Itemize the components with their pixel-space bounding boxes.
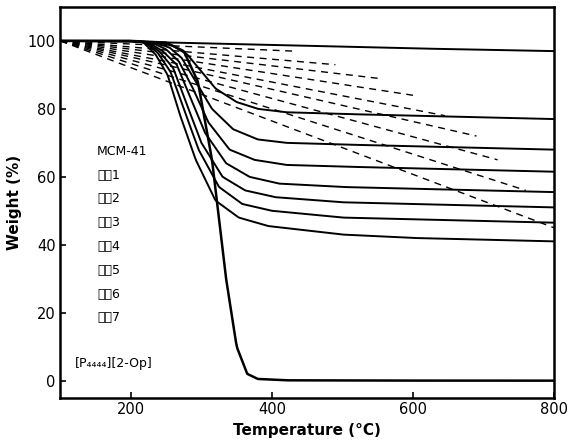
- Text: 样哈1: 样哈1: [97, 169, 120, 182]
- Text: 样哈3: 样哈3: [97, 216, 120, 229]
- Text: 样哈5: 样哈5: [97, 264, 120, 277]
- Text: MCM-41: MCM-41: [97, 145, 148, 158]
- X-axis label: Temperature (°C): Temperature (°C): [233, 423, 381, 438]
- Text: 样哈4: 样哈4: [97, 240, 120, 253]
- Y-axis label: Weight (%): Weight (%): [7, 155, 22, 250]
- Text: [P₄₄₄₄][2-Op]: [P₄₄₄₄][2-Op]: [75, 357, 152, 370]
- Text: 样哈6: 样哈6: [97, 287, 120, 300]
- Text: 样哈7: 样哈7: [97, 312, 120, 324]
- Text: 样哈2: 样哈2: [97, 192, 120, 206]
